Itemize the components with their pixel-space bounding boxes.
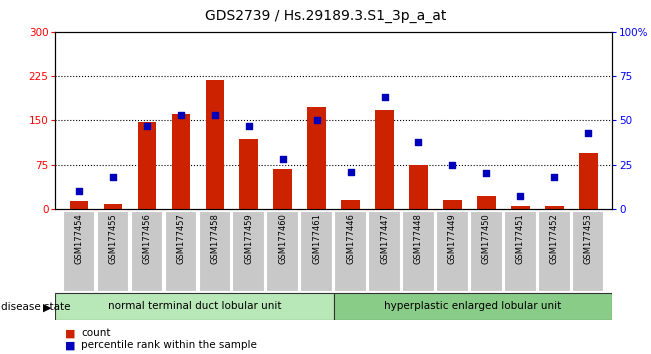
Bar <box>368 211 400 291</box>
Text: disease state: disease state <box>1 302 71 312</box>
Bar <box>266 211 298 291</box>
Bar <box>70 201 89 209</box>
Text: normal terminal duct lobular unit: normal terminal duct lobular unit <box>107 301 281 311</box>
Text: GSM177448: GSM177448 <box>414 213 423 264</box>
Bar <box>504 211 536 291</box>
Point <box>481 171 492 176</box>
Bar <box>333 293 612 320</box>
Bar <box>131 211 162 291</box>
Bar <box>199 211 230 291</box>
Text: GSM177461: GSM177461 <box>312 213 321 264</box>
Bar <box>97 211 128 291</box>
Bar <box>511 206 530 209</box>
Bar <box>572 211 603 291</box>
Point <box>74 188 84 194</box>
Text: GSM177459: GSM177459 <box>244 213 253 264</box>
Text: GSM177456: GSM177456 <box>143 213 152 264</box>
Text: GSM177449: GSM177449 <box>448 213 457 264</box>
Bar <box>300 211 332 291</box>
Bar <box>104 204 122 209</box>
Bar <box>165 211 196 291</box>
Bar <box>62 211 94 291</box>
Bar <box>273 169 292 209</box>
Point <box>346 169 356 175</box>
Text: GSM177446: GSM177446 <box>346 213 355 264</box>
Bar <box>470 211 502 291</box>
Text: GDS2739 / Hs.29189.3.S1_3p_a_at: GDS2739 / Hs.29189.3.S1_3p_a_at <box>205 9 446 23</box>
Bar <box>409 165 428 209</box>
Point <box>515 194 525 199</box>
Bar <box>579 153 598 209</box>
Text: GSM177455: GSM177455 <box>109 213 118 264</box>
Bar <box>172 114 190 209</box>
Point <box>583 130 594 136</box>
Point <box>142 123 152 129</box>
Bar <box>137 121 156 209</box>
Point <box>311 118 322 123</box>
Text: percentile rank within the sample: percentile rank within the sample <box>81 340 257 350</box>
Text: GSM177452: GSM177452 <box>549 213 559 264</box>
Text: GSM177453: GSM177453 <box>584 213 592 264</box>
Bar <box>240 139 258 209</box>
Bar <box>402 211 434 291</box>
Point <box>243 123 254 129</box>
Bar <box>55 293 333 320</box>
Point <box>277 156 288 162</box>
Point <box>380 95 390 100</box>
Point <box>176 112 186 118</box>
Point <box>210 112 220 118</box>
Bar <box>538 211 570 291</box>
Text: count: count <box>81 329 111 338</box>
Text: GSM177454: GSM177454 <box>75 213 83 264</box>
Bar <box>307 107 326 209</box>
Bar <box>206 80 224 209</box>
Text: GSM177460: GSM177460 <box>278 213 287 264</box>
Text: ▶: ▶ <box>43 302 52 312</box>
Bar <box>443 200 462 209</box>
Point <box>447 162 458 167</box>
Text: GSM177450: GSM177450 <box>482 213 491 264</box>
Bar <box>341 200 360 209</box>
Bar <box>436 211 467 291</box>
Text: ■: ■ <box>65 340 76 350</box>
Bar <box>545 206 564 209</box>
Point <box>549 174 559 180</box>
Text: GSM177458: GSM177458 <box>210 213 219 264</box>
Bar <box>477 196 495 209</box>
Text: ■: ■ <box>65 329 76 338</box>
Text: GSM177457: GSM177457 <box>176 213 186 264</box>
Text: GSM177447: GSM177447 <box>380 213 389 264</box>
Bar <box>232 211 264 291</box>
Text: GSM177451: GSM177451 <box>516 213 525 264</box>
Bar <box>375 110 394 209</box>
Bar <box>335 211 366 291</box>
Point <box>108 174 118 180</box>
Point <box>413 139 424 144</box>
Text: hyperplastic enlarged lobular unit: hyperplastic enlarged lobular unit <box>384 301 561 311</box>
